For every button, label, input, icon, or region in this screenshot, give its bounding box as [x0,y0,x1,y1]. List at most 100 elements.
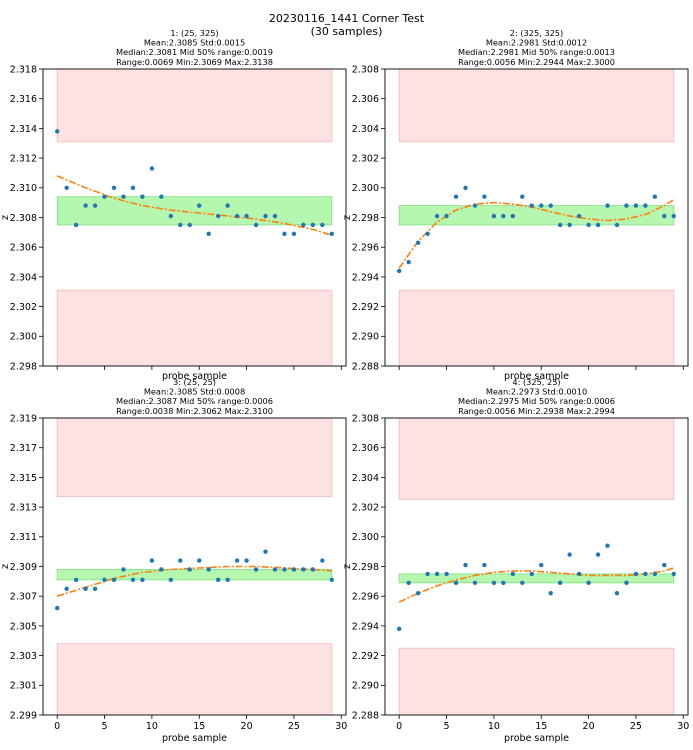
data-point [624,203,629,208]
y-tick-label: 2.288 [352,710,379,721]
y-tick-label: 2.302 [10,302,37,313]
data-point [557,222,563,228]
data-point [92,586,98,591]
data-point [178,222,183,228]
y-tick-label: 2.292 [352,302,379,313]
tolerance-band-out [398,647,675,716]
x-tick-label: 20 [583,721,595,732]
data-point [501,580,506,586]
subplot-title-line: Median:2.3081 Mid 50% range:0.0019 [116,47,273,57]
data-point [206,567,211,572]
data-point [55,129,60,134]
y-tick-label: 2.298 [10,361,37,372]
data-point [652,194,658,199]
data-point [187,222,192,228]
data-point [415,240,421,245]
data-point [320,222,325,228]
y-tick-label: 2.306 [10,243,37,254]
subplot-title-line: 4: (325, 25) [512,377,560,387]
data-point [329,231,334,237]
data-point [263,213,268,219]
subplot-title-line: Mean:2.3085 Std:0.0015 [144,38,245,48]
tolerance-band-out [398,68,675,143]
y-axis-label: z [0,215,11,220]
data-point [425,571,430,577]
data-point [434,571,440,577]
x-tick-label: 15 [193,721,205,732]
tolerance-band-ok [398,205,675,226]
data-point [140,577,145,583]
data-point [624,580,629,586]
y-tick-label: 2.305 [10,621,37,632]
y-tick-label: 2.311 [10,532,37,543]
data-point [567,552,572,557]
y-tick-label: 2.310 [10,183,37,194]
y-tick-label: 2.312 [10,154,37,165]
y-tick-label: 2.318 [10,64,37,75]
data-point [397,626,402,632]
data-point [83,586,88,591]
data-point [557,580,563,586]
data-point [64,586,69,591]
data-point [510,571,516,577]
data-point [282,231,287,237]
data-point [73,222,79,228]
x-tick-label: 30 [677,721,689,732]
y-tick-label: 2.290 [352,332,379,343]
data-point [576,213,582,219]
data-point [633,571,639,577]
data-point [520,194,525,199]
x-axis-label: probe sample [504,371,569,382]
data-point [415,591,421,596]
data-point [662,562,667,568]
data-point [111,185,117,190]
y-tick-label: 2.314 [10,124,37,135]
data-point [662,213,667,219]
subplot-1: 2.298 2.300 2.302 2.304 2.306 2.308 2.310 2.312… [0,28,347,382]
data-point [225,577,230,583]
data-point [463,562,468,568]
y-tick-label: 2.296 [352,592,379,603]
y-axis-label: z [342,564,353,569]
data-point [548,203,553,208]
data-point [310,222,316,228]
data-point [501,213,506,219]
x-tick-label: 30 [335,721,347,732]
data-point [614,222,620,228]
y-tick-label: 2.306 [352,443,379,454]
tolerance-band-out [398,417,675,501]
data-point [234,213,240,219]
data-point [397,268,402,274]
y-tick-label: 2.302 [352,503,379,514]
x-tick-label: 10 [488,721,500,732]
data-point [406,259,411,265]
data-point [253,567,259,572]
data-point [197,558,202,563]
x-tick-label: 0 [396,721,402,732]
y-tick-label: 2.288 [352,361,379,372]
figure-subtitle: (30 samples) [311,25,383,38]
data-point [140,194,145,199]
subplot-title-line: Mean:2.2981 Std:0.0012 [486,38,587,48]
y-tick-label: 2.308 [352,413,379,424]
y-axis-label: z [0,564,11,569]
data-point [197,203,202,208]
data-point [64,185,69,190]
data-point [472,580,478,586]
data-point [605,543,610,548]
data-point [425,231,430,237]
y-tick-label: 2.309 [10,562,37,573]
tolerance-band-out [56,68,333,143]
subplot-title-line: Median:2.3087 Mid 50% range:0.0006 [116,396,273,406]
y-tick-label: 2.292 [352,651,379,662]
data-point [671,213,676,219]
y-tick-label: 2.302 [352,154,379,165]
y-tick-label: 2.300 [352,532,379,543]
subplot-title-line: 1: (25, 325) [170,28,218,38]
data-point [130,577,136,583]
subplot-title-line: 2: (325, 325) [510,28,563,38]
data-point [548,591,553,596]
x-axis-label: probe sample [162,733,227,744]
data-point [282,567,287,572]
